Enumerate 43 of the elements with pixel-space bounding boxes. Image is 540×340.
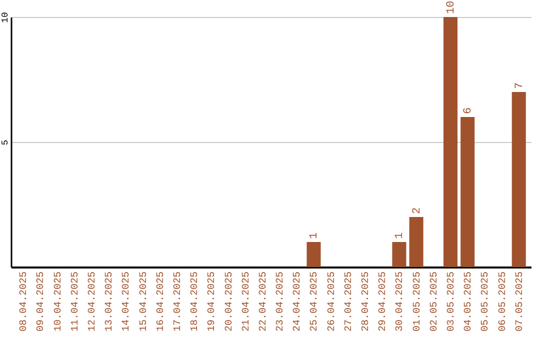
bar: [443, 17, 458, 267]
bar: [306, 242, 321, 267]
x-tick-label: 25.04.2025: [310, 272, 321, 332]
bar: [409, 217, 424, 267]
x-tick-label: 30.04.2025: [395, 272, 406, 332]
data-label: 1: [394, 232, 406, 239]
x-tick-label: 26.04.2025: [326, 272, 338, 332]
x-tick-label: 14.04.2025: [122, 272, 133, 332]
x-tick-label: 20.04.2025: [224, 272, 236, 332]
x-tick-label: 08.04.2025: [19, 272, 30, 332]
x-tick-label: 16.04.2025: [156, 272, 167, 332]
bar: [512, 92, 526, 267]
x-tick-label: 21.04.2025: [241, 272, 252, 332]
data-label: 7: [514, 82, 526, 89]
data-label: 10: [445, 0, 458, 14]
x-tick-label: 29.04.2025: [378, 272, 390, 332]
x-tick-label: 17.04.2025: [172, 272, 184, 332]
data-label: 6: [462, 107, 475, 114]
x-tick-label: 01.05.2025: [412, 272, 424, 332]
y-tick-label: 5: [0, 140, 10, 146]
x-tick-label: 28.04.2025: [361, 272, 372, 332]
bar: [392, 242, 406, 267]
x-tick-label: 02.05.2025: [429, 272, 440, 332]
x-tick-label: 07.05.2025: [514, 272, 526, 332]
x-tick-label: 06.05.2025: [498, 272, 509, 332]
data-label: 2: [411, 207, 424, 214]
x-tick-label: 04.05.2025: [464, 272, 475, 332]
x-tick-label: 24.04.2025: [292, 272, 304, 332]
x-tick-label: 15.04.2025: [138, 272, 150, 332]
x-tick-label: 18.04.2025: [190, 272, 202, 332]
x-tick-label: 10.04.2025: [53, 272, 64, 332]
x-tick-label: 05.05.2025: [480, 272, 492, 332]
x-tick-label: 03.05.2025: [446, 272, 458, 332]
x-tick-label: 23.04.2025: [276, 272, 287, 332]
x-tick-label: 13.04.2025: [104, 272, 116, 332]
x-tick-label: 11.04.2025: [70, 272, 82, 332]
x-tick-label: 22.04.2025: [258, 272, 270, 332]
data-label: 1: [308, 232, 321, 239]
x-tick-label: 12.04.2025: [88, 272, 99, 332]
x-tick-label: 09.04.2025: [36, 272, 48, 332]
x-tick-label: 27.04.2025: [344, 272, 355, 332]
x-tick-label: 19.04.2025: [207, 272, 218, 332]
bar: [460, 117, 475, 267]
